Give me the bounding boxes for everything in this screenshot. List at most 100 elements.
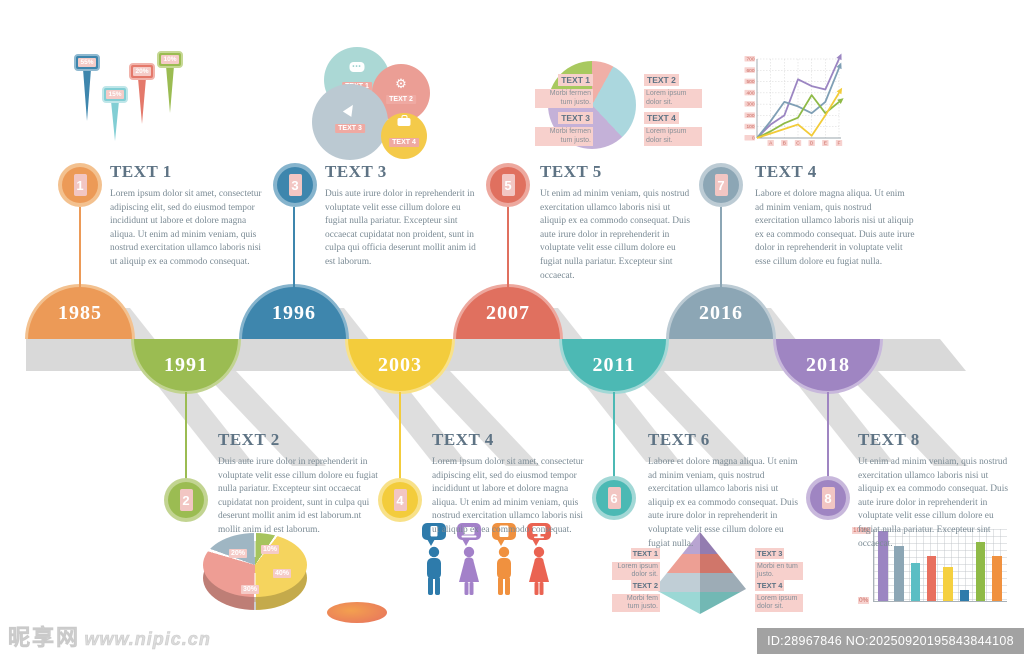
pie-label-title: TEXT 1 — [558, 74, 593, 86]
speech-bubble-tail — [462, 539, 470, 546]
map-pin-label: 55% — [78, 58, 96, 67]
person-torso — [427, 558, 441, 579]
pie-label-desc: Morbi fermen tum justo. — [535, 89, 593, 108]
hand-cursor-icon — [342, 102, 358, 117]
bar-3 — [910, 563, 921, 601]
watermark-id-text: ID:28967846 NO:20250920195843844108 — [767, 634, 1014, 648]
venn-label: TEXT 2 — [386, 95, 416, 104]
venn-label: TEXT 3 — [335, 124, 365, 133]
item-body: Ut enim ad minim veniam, quis nostrud ex… — [540, 189, 690, 281]
y-tick-bg — [744, 101, 755, 107]
connector-stem — [185, 392, 187, 479]
map-pin-label: 15% — [106, 90, 124, 99]
number-badge: 3 — [288, 174, 302, 196]
orange-ellipse-decoration — [327, 602, 387, 623]
person-leg — [464, 582, 469, 595]
map-pin-tail — [111, 101, 119, 141]
timeline-shadow — [202, 371, 326, 466]
bar-2 — [894, 546, 904, 601]
y-tick-label: 400 — [746, 90, 754, 96]
map-pin-tail — [138, 78, 146, 124]
pyramid-layer-3 — [654, 573, 746, 592]
laptop-icon — [463, 527, 475, 535]
line-series-purple — [756, 58, 840, 139]
watermark-logo: 昵享网 — [8, 625, 81, 651]
pie-3d-label: 10% — [261, 545, 280, 554]
item-title: TEXT 2 — [218, 430, 280, 449]
y-tick-bg — [744, 89, 755, 96]
briefcase-icon — [397, 115, 411, 126]
y-tick-label: 500 — [746, 79, 754, 85]
year-label: 1996 — [272, 301, 316, 324]
pyramid-label-title: TEXT 1 — [630, 548, 660, 559]
timeline-shadow — [844, 371, 968, 466]
map-pin-label: 20% — [133, 67, 151, 76]
y-tick-label: 100 — [746, 124, 754, 130]
connector-stem — [507, 207, 509, 289]
watermark-url: www.nipic.cn — [84, 629, 211, 650]
item-title: TEXT 4 — [432, 430, 494, 449]
x-tick-label: A — [769, 141, 773, 147]
pyramid-diagram — [654, 532, 746, 614]
year-label: 1985 — [58, 301, 102, 324]
x-tick-bg — [781, 140, 788, 146]
connector-stem — [613, 392, 615, 479]
connector-stem — [293, 207, 295, 289]
map-pin-tail — [166, 66, 174, 113]
watermark-id-bar: ID:28967846 NO:20250920195843844108 — [757, 628, 1024, 654]
pyramid-label-2: TEXT 2 Morbi fem tum justo. — [610, 575, 660, 613]
y-tick-label: 700 — [746, 57, 754, 63]
year-label: 2016 — [699, 301, 743, 324]
person-leg — [539, 582, 544, 595]
number-badge: 6 — [607, 487, 621, 509]
number-circle-8: 8 — [806, 476, 850, 520]
x-tick-bg — [794, 140, 802, 146]
pyramid-label-title: TEXT 4 — [755, 580, 785, 591]
y-tick-bg — [744, 123, 755, 130]
year-label: 2007 — [486, 301, 530, 324]
connector-stem — [720, 207, 722, 289]
pie-3d-label: 20% — [229, 549, 248, 558]
bar-1 — [878, 531, 888, 601]
hand-cursor-icon — [342, 102, 358, 117]
smartphone-icon — [430, 526, 438, 537]
map-pin-20%: 20% — [129, 63, 155, 80]
bar-chart-ymax-label: 100% — [852, 527, 871, 534]
pyramid-label-title: TEXT 2 — [630, 580, 660, 591]
pyramid-label-desc: Lorem ipsum dolor sit. — [612, 562, 660, 580]
person-figure-4 — [527, 523, 551, 595]
timeline-shadow — [630, 371, 754, 466]
item-title: TEXT 6 — [648, 430, 710, 449]
y-tick-bg — [744, 135, 755, 141]
number-circle-3: 3 — [273, 163, 317, 207]
x-tick-bg — [822, 140, 829, 146]
number-circle-7: 7 — [699, 163, 743, 207]
y-tick-bg — [744, 78, 755, 85]
number-circle-1: 1 — [58, 163, 102, 207]
number-circle-2: 2 — [164, 478, 208, 522]
bar-5 — [943, 567, 953, 601]
tablet-icon — [499, 525, 509, 537]
x-tick-bg — [808, 140, 815, 146]
year-semicircle-2007: 2007 — [456, 287, 560, 339]
arrowhead-steel — [836, 62, 842, 70]
person-figure-3 — [492, 523, 516, 595]
item-body: Duis aute irure dolor in reprehenderit i… — [325, 189, 476, 267]
x-tick-label: C — [796, 141, 800, 147]
desktop-icon — [537, 534, 541, 537]
person-leg — [534, 582, 539, 595]
item-title: TEXT 4 — [755, 162, 817, 181]
y-tick-label: 600 — [746, 68, 754, 74]
number-circle-5: 5 — [486, 163, 530, 207]
speech-bubble-tail — [497, 539, 505, 546]
map-pin-label: 10% — [161, 55, 179, 64]
bar-chart: 100% 0% — [852, 527, 1010, 611]
y-tick-bg — [744, 56, 755, 62]
y-tick-label: 0 — [752, 136, 755, 142]
pie-label-text2: TEXT 2 Lorem ipsum dolor sit. — [644, 70, 732, 109]
gear-icon: ⚙ — [395, 75, 407, 93]
x-tick-label: B — [783, 141, 786, 147]
map-pin-15%: 15% — [102, 86, 128, 103]
venn-circle-4: TEXT 4 — [381, 113, 427, 159]
pie-3d-chart: 10% 40% 30% 20% — [203, 533, 313, 613]
